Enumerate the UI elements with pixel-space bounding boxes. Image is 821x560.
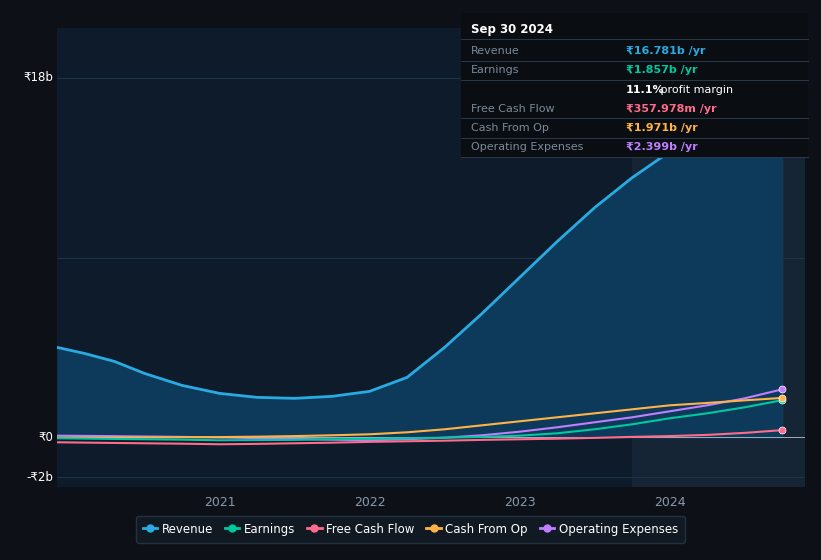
Text: ₹357.978m /yr: ₹357.978m /yr bbox=[626, 104, 716, 114]
Text: Free Cash Flow: Free Cash Flow bbox=[471, 104, 555, 114]
Text: ₹2.399b /yr: ₹2.399b /yr bbox=[626, 142, 697, 152]
Bar bbox=[632, 28, 805, 487]
Text: Sep 30 2024: Sep 30 2024 bbox=[471, 24, 553, 36]
Text: Operating Expenses: Operating Expenses bbox=[471, 142, 584, 152]
Legend: Revenue, Earnings, Free Cash Flow, Cash From Op, Operating Expenses: Revenue, Earnings, Free Cash Flow, Cash … bbox=[136, 516, 685, 543]
Text: Earnings: Earnings bbox=[471, 66, 520, 75]
Text: -₹2b: -₹2b bbox=[27, 471, 53, 484]
Text: ₹0: ₹0 bbox=[39, 431, 53, 444]
Text: profit margin: profit margin bbox=[657, 85, 733, 95]
Text: ₹1.971b /yr: ₹1.971b /yr bbox=[626, 123, 697, 133]
Text: 11.1%: 11.1% bbox=[626, 85, 664, 95]
Text: ₹16.781b /yr: ₹16.781b /yr bbox=[626, 46, 705, 56]
Text: ₹1.857b /yr: ₹1.857b /yr bbox=[626, 66, 697, 75]
Text: ₹18b: ₹18b bbox=[24, 72, 53, 85]
Text: Revenue: Revenue bbox=[471, 46, 520, 56]
Text: Cash From Op: Cash From Op bbox=[471, 123, 549, 133]
